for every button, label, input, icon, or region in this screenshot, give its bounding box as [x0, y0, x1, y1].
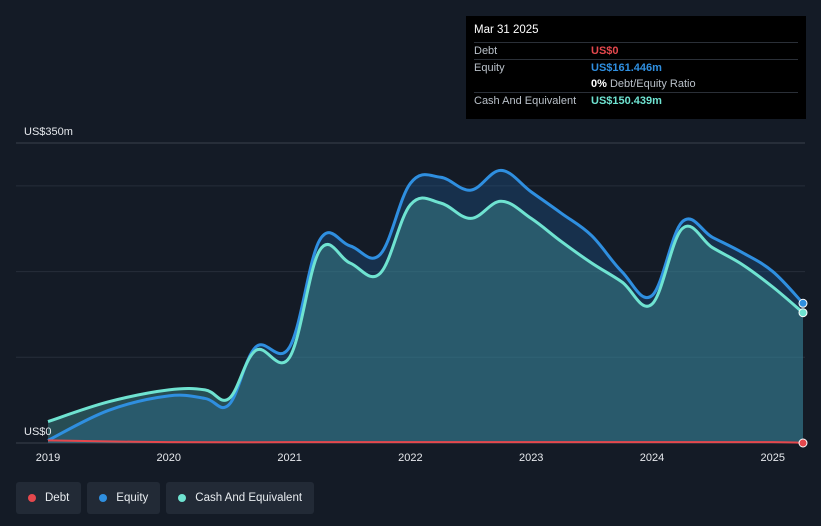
tooltip-row-ratio: 0% Debt/Equity Ratio — [474, 76, 798, 92]
series-lines — [47, 168, 805, 444]
series-areas — [48, 170, 803, 444]
tooltip-cash-value: US$150.439m — [591, 95, 662, 107]
x-tick-2019: 2019 — [36, 452, 60, 464]
legend-item-cash[interactable]: Cash And Equivalent — [166, 482, 315, 514]
legend-dot-equity — [99, 494, 108, 502]
legend-label-cash: Cash And Equivalent — [195, 492, 303, 504]
area-equity — [48, 170, 803, 444]
tooltip-ratio-label: Debt/Equity Ratio — [609, 78, 696, 90]
line-cash-and-equivalent — [47, 196, 804, 423]
x-tick-2025: 2025 — [761, 452, 785, 464]
line-debt — [47, 439, 804, 444]
tooltip-equity-label: Equity — [474, 62, 505, 74]
area-cash-and-equivalent — [48, 197, 803, 443]
x-tick-2022: 2022 — [398, 452, 422, 464]
tooltip-panel: Mar 31 2025 Debt US$0 Equity US$161.446m… — [466, 16, 806, 119]
tooltip-debt-value: US$0 — [591, 45, 619, 57]
legend-label-debt: Debt — [45, 492, 70, 504]
marker-equity — [798, 298, 808, 308]
tooltip-row-debt: Debt US$0 — [474, 42, 798, 59]
x-tick-2023: 2023 — [519, 452, 543, 464]
tooltip-debt-label: Debt — [474, 45, 498, 57]
tooltip-row-equity: Equity US$161.446m — [474, 59, 798, 76]
tooltip-row-cash: Cash And Equivalent US$150.439m — [474, 92, 798, 109]
end-markers — [798, 298, 808, 448]
y-axis-bottom-label: US$0 — [24, 426, 52, 438]
legend-dot-cash — [178, 494, 187, 502]
x-tick-2020: 2020 — [157, 452, 181, 464]
marker-debt — [798, 438, 808, 448]
legend-item-equity[interactable]: Equity — [87, 482, 161, 514]
y-axis-top-label: US$350m — [24, 126, 73, 138]
tooltip-date: Mar 31 2025 — [474, 24, 539, 36]
x-axis-ticks: 2019 2020 2021 2022 2023 2024 2025 — [36, 452, 785, 464]
x-tick-2021: 2021 — [277, 452, 301, 464]
legend-dot-debt — [28, 494, 36, 502]
legend-item-debt[interactable]: Debt — [16, 482, 82, 514]
tooltip-ratio-value: 0% — [591, 78, 607, 90]
legend-label-equity: Equity — [116, 492, 149, 504]
tooltip-equity-value: US$161.446m — [591, 62, 662, 74]
tooltip-ratio: 0% Debt/Equity Ratio — [591, 78, 696, 90]
x-tick-2024: 2024 — [640, 452, 664, 464]
marker-cash-and-equivalent — [798, 308, 808, 318]
tooltip-cash-label: Cash And Equivalent — [474, 95, 577, 107]
line-equity — [47, 168, 805, 442]
legend: Debt Equity Cash And Equivalent — [16, 482, 315, 514]
